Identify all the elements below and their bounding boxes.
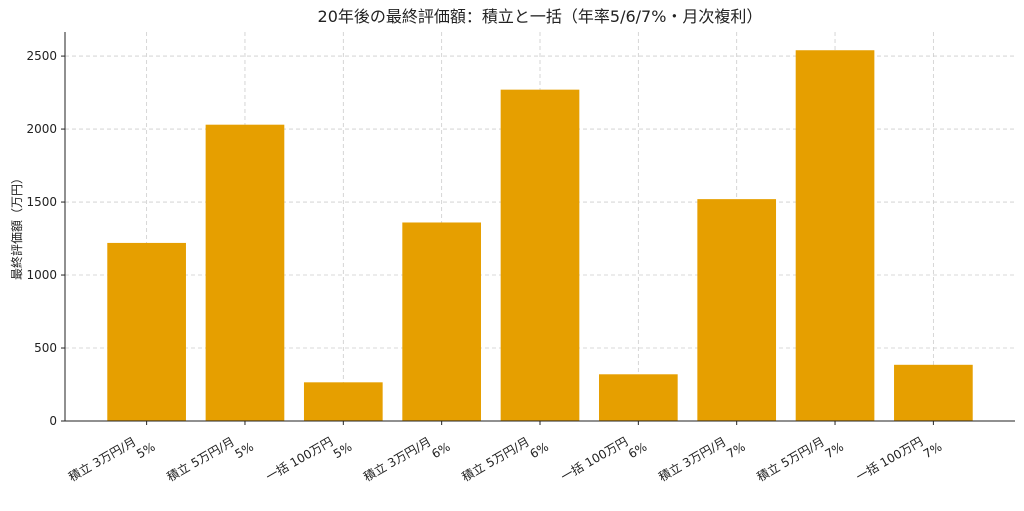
x-tick-label-line: 積立 3万円/月 [656,434,729,485]
x-tick-label-line: 6% [429,440,452,462]
x-tick-label: 積立 3万円/月7% [656,427,748,497]
bar [402,222,481,421]
x-tick-label-line: 積立 3万円/月 [361,434,434,485]
bar [303,382,383,421]
bar [500,89,580,421]
x-tick-label-line: 5% [233,440,256,462]
x-tick-label-line: 6% [626,440,649,462]
chart-title: 20年後の最終評価額：積立と一括（年率5/6/7%・月次複利） [318,7,763,26]
x-tick-label: 積立 3万円/月5% [66,427,158,497]
x-tick-label: 積立 3万円/月6% [361,427,453,497]
bar [697,199,777,421]
x-tick-label: 積立 5万円/月6% [459,427,551,497]
y-tick-label: 1000 [26,268,57,282]
x-tick-label-line: 5% [134,440,157,462]
x-tick-label: 一括 100万円6% [558,427,649,496]
bar [795,50,875,421]
x-tick-label: 一括 100万円5% [263,427,354,496]
bar [599,374,678,421]
bar [894,364,973,421]
x-tick-label-line: 一括 100万円 [263,434,335,484]
x-tick-label: 積立 5万円/月7% [754,427,846,497]
y-tick-label: 2000 [26,122,57,136]
y-axis-label: 最終評価額（万円） [9,172,24,280]
x-tick-label-line: 6% [528,440,551,462]
x-tick-label-line: 7% [921,440,944,462]
bars [107,50,973,422]
x-tick-label: 積立 5万円/月5% [164,427,256,497]
bar [107,242,186,421]
y-tick-label: 0 [49,414,57,428]
y-tick-label: 1500 [26,195,57,209]
x-tick-label-line: 7% [823,440,846,462]
bar [205,124,285,422]
x-tick-label-line: 積立 3万円/月 [66,434,139,485]
x-tick-label-line: 一括 100万円 [558,434,630,484]
x-tick-label-line: 7% [724,440,747,462]
x-tick-label-line: 積立 5万円/月 [164,434,237,485]
x-tick-label-line: 5% [331,440,354,462]
x-tick-label-line: 一括 100万円 [853,434,925,484]
y-tick-label: 500 [34,341,57,355]
x-tick-label-line: 積立 5万円/月 [459,434,532,485]
x-tick-label: 一括 100万円7% [853,427,944,496]
y-tick-label: 2500 [26,49,57,63]
x-tick-label-line: 積立 5万円/月 [754,434,827,485]
